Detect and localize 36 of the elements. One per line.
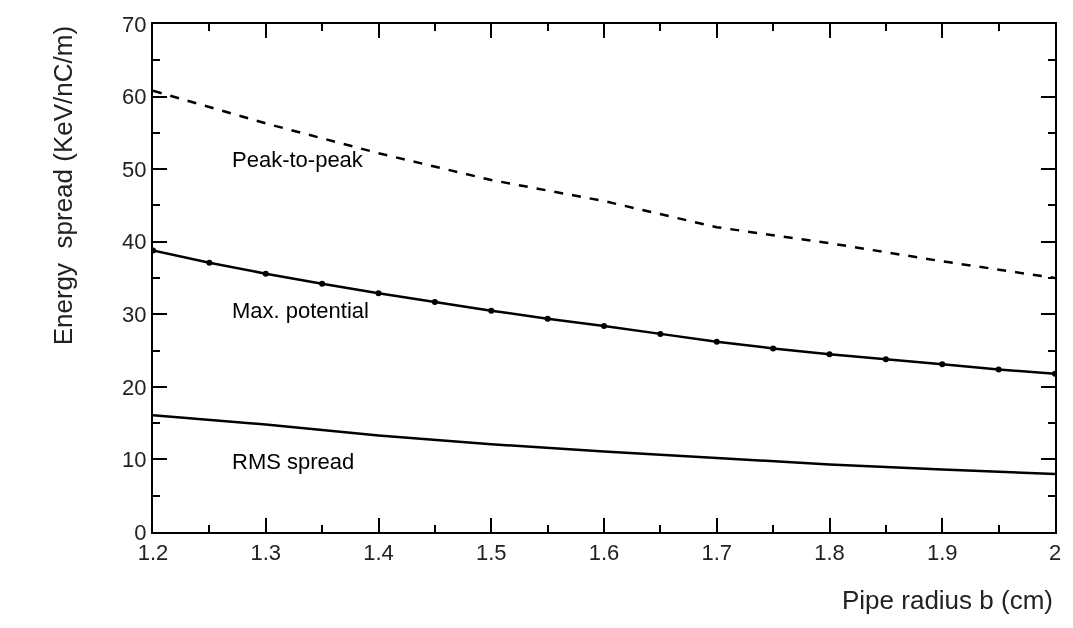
x-tick-label: 1.7 xyxy=(701,540,733,566)
y-axis-title: Energy spread (KeV/nC/m) xyxy=(48,25,79,346)
y-tick-label: 20 xyxy=(122,374,147,400)
y-tick-label: 60 xyxy=(122,84,147,110)
x-tick-label: 1.8 xyxy=(814,540,845,566)
point xyxy=(601,322,607,329)
y-tick-label: 70 xyxy=(122,11,147,37)
point xyxy=(488,307,495,314)
point xyxy=(713,338,720,345)
line-series xyxy=(153,247,1055,377)
point xyxy=(657,330,664,337)
point xyxy=(995,366,1002,373)
point xyxy=(770,345,777,352)
point xyxy=(939,361,946,368)
x-tick-label: 1.9 xyxy=(926,540,958,566)
x-tick-label: 1.4 xyxy=(363,540,394,566)
x-tick-label: 1.3 xyxy=(250,540,282,566)
y-tick-label: 10 xyxy=(122,447,147,473)
point xyxy=(262,270,269,277)
series-label: RMS spread xyxy=(232,449,355,474)
x-tick-label: 1.5 xyxy=(475,540,507,566)
x-axis-title: Pipe radius b (cm) xyxy=(842,585,1053,615)
x-tick-label: 2 xyxy=(1048,540,1062,566)
point xyxy=(206,259,213,266)
point xyxy=(375,290,382,297)
y-tick-label: 50 xyxy=(122,156,147,182)
point xyxy=(431,298,438,305)
point xyxy=(826,351,833,358)
series-label: Max. potential xyxy=(232,298,369,323)
series-label: Peak-to-peak xyxy=(232,147,364,172)
point xyxy=(882,356,889,363)
y-tick-label: 30 xyxy=(122,301,147,327)
point xyxy=(319,280,326,287)
x-tick-label: 1.6 xyxy=(588,540,620,566)
point xyxy=(544,315,551,322)
y-tick-label: 40 xyxy=(122,229,147,255)
